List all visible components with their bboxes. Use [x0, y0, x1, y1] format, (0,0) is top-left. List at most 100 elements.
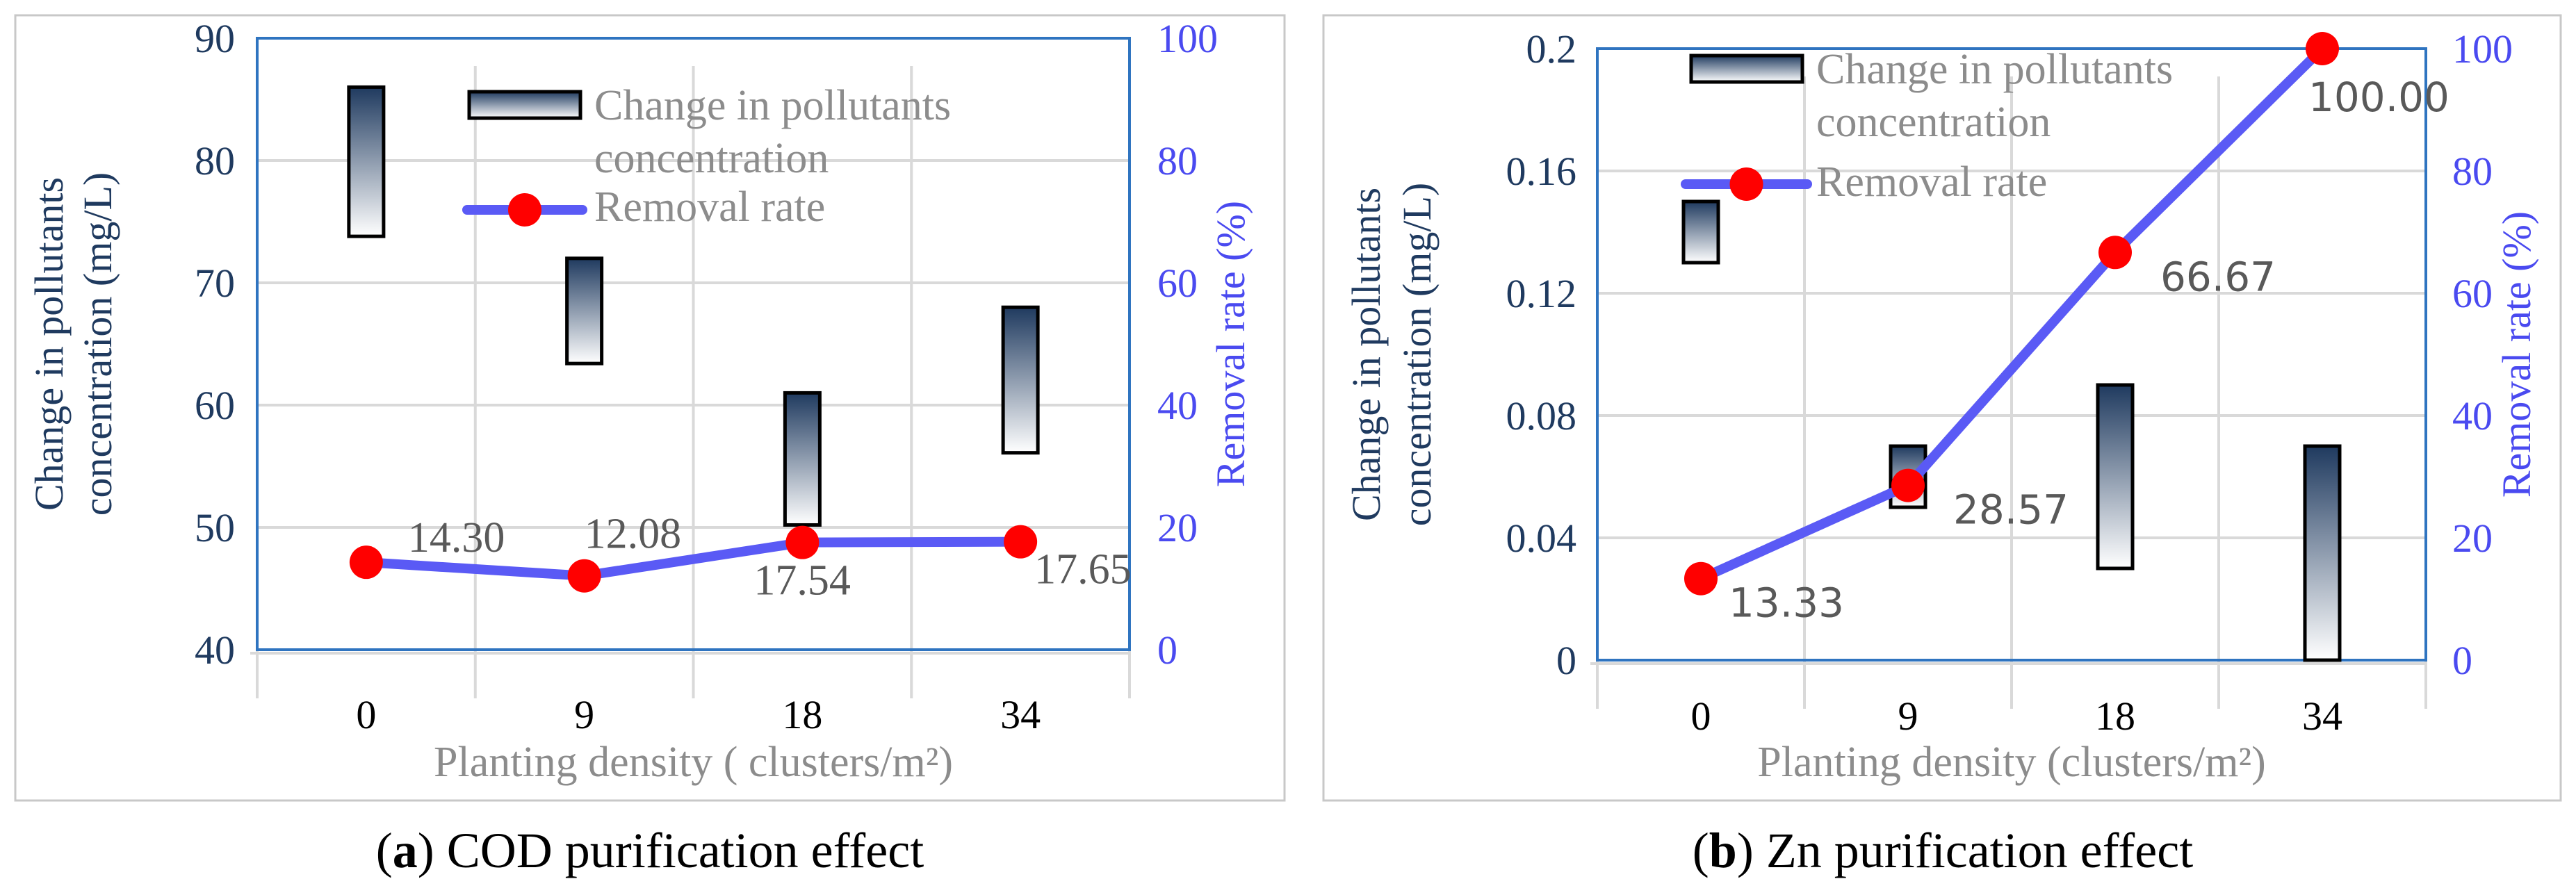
y-tick-label: 60	[195, 383, 235, 428]
panel-b-caption-text: Zn purification effect	[1754, 823, 2193, 878]
panel-b-zn-chart: 0 9 18 34 13.33 28.57 66.67 100.00 0 0.04 0.08 0.…	[1322, 14, 2562, 802]
removal-rate-point	[2306, 32, 2339, 65]
y2-tick-label: 0	[2452, 638, 2472, 683]
y2-tick-label: 40	[1157, 383, 1198, 428]
y2-tick-label: 0	[1157, 627, 1177, 673]
x-tick-label: 0	[356, 692, 376, 737]
panel-a-legend: Change in pollutants concentrationRemoval…	[462, 82, 951, 231]
panel-b-border	[1322, 14, 2562, 802]
removal-rate-line	[1696, 44, 2327, 584]
legend-bar-swatch	[467, 90, 582, 120]
y-tick-label: 0	[1556, 638, 1576, 683]
panel-b-removal-line: 13.33 28.57 66.67 100.00	[1684, 32, 2449, 627]
removal-rate-label: 100.00	[2308, 74, 2449, 121]
x-tick-label: 0	[1691, 693, 1711, 739]
y-tick-label: 0.16	[1506, 149, 1577, 194]
removal-rate-label: 14.30	[408, 514, 505, 561]
removal-rate-point	[349, 545, 383, 580]
y-tick-label: 90	[195, 16, 235, 61]
x-tick-label: 34	[2302, 693, 2342, 739]
panel-b-y-axis-label-line2: concentration (mg/L)	[1394, 183, 1440, 526]
removal-rate-line	[361, 536, 1026, 581]
removal-rate-label: 12.08	[585, 511, 682, 558]
panel-a-y-axis-label-line1: Change in pollutants	[26, 177, 72, 511]
panel-a-y2-ticks: 0 20 40 60 80 100	[1157, 16, 1218, 673]
panel-a-x-axis-label: Planting density ( clusters/m²)	[434, 739, 953, 786]
concentration-bar	[1001, 305, 1040, 455]
y2-tick-label: 100	[2452, 26, 2513, 72]
concentration-bar	[2303, 444, 2342, 662]
y-tick-label: 0.08	[1506, 393, 1577, 438]
panel-a-y2-axis-label: Removal rate (%)	[1208, 201, 1253, 487]
panel-a-bars	[347, 85, 1040, 527]
concentration-bar	[1681, 199, 1720, 265]
panel-b-y-ticks: 0 0.04 0.08 0.12 0.16 0.2	[1506, 26, 1577, 683]
panel-b-plot-frame	[1596, 47, 2427, 662]
panel-a-border	[14, 14, 1286, 802]
y-tick-label: 80	[195, 138, 235, 183]
panel-a-x-axis: 0 9 18 34	[250, 652, 1130, 737]
x-tick-label: 9	[1898, 693, 1918, 739]
y2-tick-label: 100	[1157, 16, 1218, 61]
y-tick-label: 40	[195, 627, 235, 673]
removal-rate-label: 28.57	[1953, 486, 2069, 534]
concentration-bar	[347, 85, 386, 238]
legend-bar-label-line1: Change in pollutants	[1816, 46, 2173, 93]
x-tick-label: 9	[574, 692, 594, 737]
removal-rate-point	[2098, 236, 2132, 270]
panel-b-y2-ticks: 0 20 40 60 80 100	[2452, 26, 2513, 683]
x-tick-label: 18	[2095, 693, 2135, 739]
removal-rate-label: 66.67	[2160, 253, 2276, 300]
legend-bar-label-line2: concentration	[594, 135, 829, 182]
legend-bar-label-line2: concentration	[1816, 99, 2051, 146]
y-tick-label: 70	[195, 261, 235, 306]
panel-a-plot-frame	[256, 37, 1131, 651]
removal-rate-point	[1004, 525, 1038, 559]
legend-line-label: Removal rate	[1816, 158, 2047, 206]
y2-tick-label: 20	[2452, 516, 2493, 561]
x-tick-label: 18	[782, 692, 822, 737]
removal-rate-label: 13.33	[1729, 580, 1844, 627]
panel-b-legend: Change in pollutants concentration Removal…	[1681, 46, 2173, 206]
legend-bar-swatch	[1689, 54, 1804, 84]
legend-line-label: Removal rate	[594, 183, 825, 231]
y2-tick-label: 80	[1157, 138, 1198, 183]
y-tick-label: 50	[195, 505, 235, 550]
concentration-bar	[783, 391, 822, 527]
concentration-bar	[565, 256, 604, 366]
panel-a-caption-text: COD purification effect	[434, 823, 924, 878]
panel-b-caption: (b) Zn purification effect	[1693, 823, 2193, 878]
y-tick-label: 0.12	[1506, 271, 1577, 316]
y2-tick-label: 20	[1157, 505, 1198, 550]
panel-a-y-axis-label-line2: concentration (mg/L)	[75, 172, 120, 516]
removal-rate-label: 17.65	[1034, 546, 1132, 593]
y-tick-label: 0.2	[1526, 26, 1577, 72]
concentration-bar	[2096, 383, 2135, 570]
panel-a-removal-line: 14.30 12.08 17.54 17.65	[349, 511, 1132, 605]
x-tick-label: 34	[1000, 692, 1041, 737]
legend-bar-label-line1: Change in pollutants	[594, 82, 951, 129]
removal-rate-label: 17.54	[753, 557, 851, 605]
legend-marker-swatch	[508, 193, 541, 227]
removal-rate-point	[1891, 468, 1925, 502]
removal-rate-point	[567, 559, 601, 593]
y2-tick-label: 40	[2452, 393, 2493, 438]
y2-tick-label: 60	[2452, 271, 2493, 316]
panel-b-y-axis-label-line1: Change in pollutants	[1344, 188, 1389, 521]
panel-a-cod-chart: 0 9 18 34 14.30 12.08 17.54 17.65 40 50 60 70 80 90…	[14, 14, 1286, 802]
panel-b-caption-letter: b	[1709, 823, 1737, 878]
legend-marker-swatch	[1729, 167, 1763, 201]
panel-a-y-ticks: 40 50 60 70 80 90	[195, 16, 235, 673]
panel-a-caption: (a) COD purification effect	[376, 823, 924, 878]
panel-b-x-axis-label: Planting density (clusters/m²)	[1757, 739, 2266, 786]
panel-b-bars	[1681, 199, 2342, 662]
removal-rate-point	[1684, 561, 1718, 596]
panel-b-y2-axis-label: Removal rate (%)	[2494, 211, 2539, 498]
y-tick-label: 0.04	[1506, 516, 1577, 561]
y2-tick-label: 60	[1157, 261, 1198, 306]
removal-rate-point	[785, 525, 820, 559]
panel-a-caption-letter: a	[393, 823, 418, 878]
y2-tick-label: 80	[2452, 149, 2493, 194]
panel-b-x-axis: 0 9 18 34	[1590, 662, 2426, 739]
